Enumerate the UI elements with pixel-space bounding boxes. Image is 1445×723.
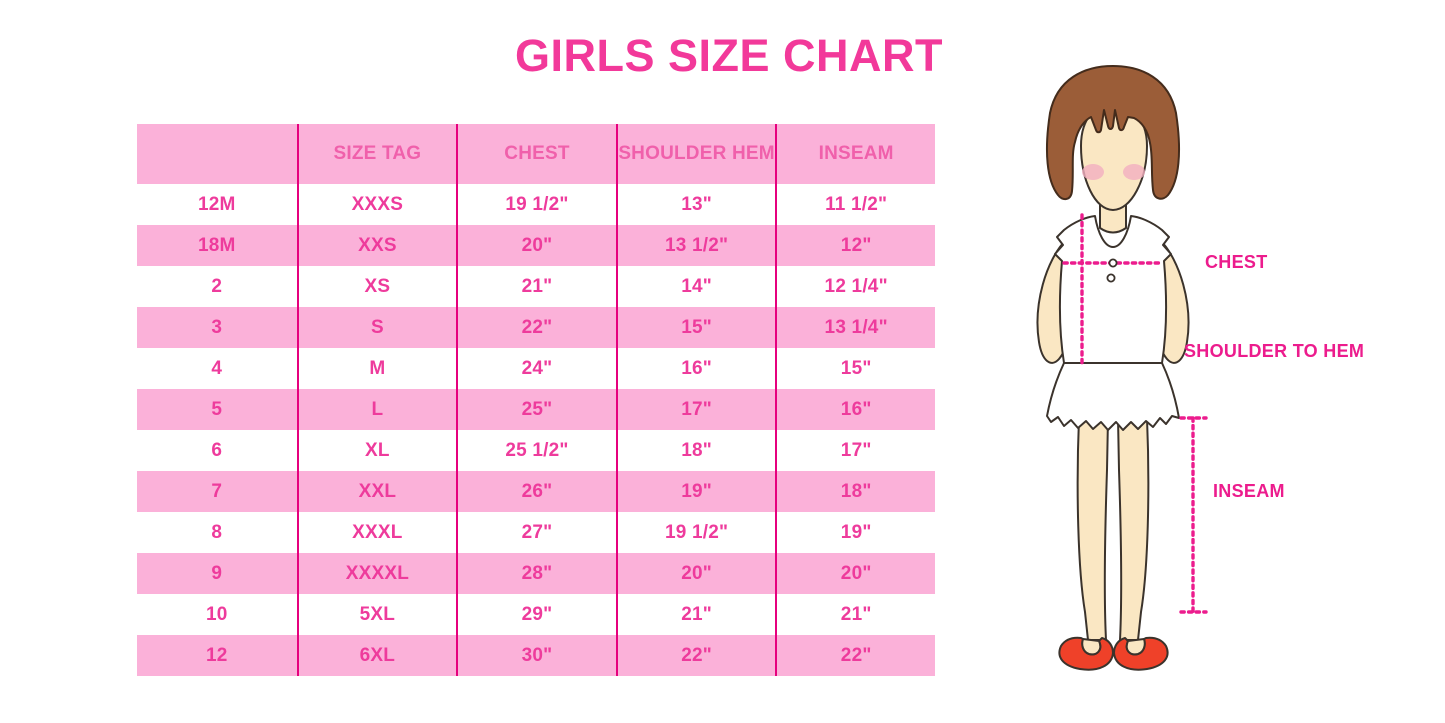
table-cell: 3 — [211, 316, 223, 338]
girl-right-leg — [1117, 417, 1150, 641]
table-cell: XS — [296, 266, 457, 307]
table-cell: 9 — [211, 562, 223, 584]
table-row: 2 XS 21" 14" 12 1/4" — [137, 266, 935, 307]
header-cell: CHEST — [456, 124, 616, 184]
table-cell: 10 — [206, 603, 228, 625]
header-cell: SIZE TAG — [296, 124, 457, 184]
girl-right-blush — [1123, 164, 1145, 180]
table-row: 3 S 22" 15" 13 1/4" — [137, 307, 935, 348]
girl-left-leg — [1076, 417, 1109, 641]
table-cell: 29" — [456, 594, 616, 635]
table-row: 6 XL 25 1/2" 18" 17" — [137, 430, 935, 471]
table-cell: 12M — [198, 193, 236, 215]
table-cell: 25 1/2" — [456, 430, 616, 471]
table-cell: 5 — [211, 398, 223, 420]
girl-hair — [1046, 65, 1180, 201]
girl-left-shoe-instep — [1081, 638, 1102, 656]
table-cell: 20" — [775, 553, 935, 594]
header-cell: SHOULDER HEM — [615, 124, 776, 184]
table-cell: 8 — [211, 521, 223, 543]
girl-right-shoe-instep — [1125, 638, 1146, 656]
table-cell: 25" — [456, 389, 616, 430]
header-cell: INSEAM — [775, 124, 935, 184]
table-row: 12 6XL 30" 22" 22" — [137, 635, 935, 676]
table-cell: 27" — [456, 512, 616, 553]
table-cell: 21" — [456, 266, 616, 307]
table-cell: 2 — [211, 275, 223, 297]
table-cell: 16" — [775, 389, 935, 430]
table-cell: XL — [296, 430, 457, 471]
table-cell: L — [296, 389, 457, 430]
table-cell: 20" — [456, 225, 616, 266]
table-cell: XXL — [296, 471, 457, 512]
table-cell: 28" — [456, 553, 616, 594]
table-row: 10 5XL 29" 21" 21" — [137, 594, 935, 635]
table-cell: 12 — [206, 644, 228, 666]
table-cell: 12 1/4" — [775, 266, 935, 307]
table-cell: 6 — [211, 439, 223, 461]
table-cell: XXXXL — [296, 553, 457, 594]
table-cell: 21" — [615, 594, 776, 635]
table-cell: 7 — [211, 480, 223, 502]
table-cell: XXXL — [296, 512, 457, 553]
table-cell: 13" — [615, 184, 776, 225]
table-cell: 6XL — [296, 635, 457, 676]
inseam-label: INSEAM — [1213, 481, 1285, 501]
table-cell: 4 — [211, 357, 223, 379]
table-row: 7 XXL 26" 19" 18" — [137, 471, 935, 512]
table-cell: M — [296, 348, 457, 389]
table-cell: XXXS — [296, 184, 457, 225]
table-cell: 17" — [615, 389, 776, 430]
table-row: 18M XXS 20" 13 1/2" 12" — [137, 225, 935, 266]
table-cell: 21" — [775, 594, 935, 635]
top-button-1 — [1108, 258, 1118, 268]
table-cell: 17" — [775, 430, 935, 471]
table-cell: 19" — [775, 512, 935, 553]
top-button-2 — [1106, 273, 1116, 283]
table-cell: 15" — [775, 348, 935, 389]
girl-illustration — [1036, 65, 1208, 671]
table-cell: 18M — [198, 234, 236, 256]
table-row: 12M XXXS 19 1/2" 13" 11 1/2" — [137, 184, 935, 225]
girl-skirt — [1046, 362, 1180, 431]
girl-left-blush — [1082, 164, 1104, 180]
shoulder-to-hem-label: SHOULDER TO HEM — [1184, 341, 1365, 361]
table-row: 4 M 24" 16" 15" — [137, 348, 935, 389]
table-cell: 20" — [615, 553, 776, 594]
table-cell: 22" — [456, 307, 616, 348]
table-cell: 13 1/4" — [775, 307, 935, 348]
table-cell: 16" — [615, 348, 776, 389]
table-row: 9 XXXXL 28" 20" 20" — [137, 553, 935, 594]
table-cell: 5XL — [296, 594, 457, 635]
table-header-row: SIZE TAG CHEST SHOULDER HEM INSEAM — [137, 124, 935, 184]
table-cell: 24" — [456, 348, 616, 389]
table-cell: 14" — [615, 266, 776, 307]
table-cell: 13 1/2" — [615, 225, 776, 266]
table-cell: 22" — [615, 635, 776, 676]
table-cell: 19 1/2" — [615, 512, 776, 553]
header-cell — [137, 124, 297, 184]
size-table: SIZE TAG CHEST SHOULDER HEM INSEAM 12M XXXS 19… — [137, 124, 935, 676]
table-cell: S — [296, 307, 457, 348]
table-cell: 11 1/2" — [775, 184, 935, 225]
girl-top — [1054, 215, 1172, 364]
chest-label: CHEST — [1205, 252, 1268, 272]
table-cell: 22" — [775, 635, 935, 676]
table-cell: 18" — [775, 471, 935, 512]
table-cell: 26" — [456, 471, 616, 512]
table-cell: 19 1/2" — [456, 184, 616, 225]
table-cell: 18" — [615, 430, 776, 471]
page-title: GIRLS SIZE CHART — [514, 30, 943, 81]
table-row: 5 L 25" 17" 16" — [137, 389, 935, 430]
table-cell: 19" — [615, 471, 776, 512]
table-row: 8 XXXL 27" 19 1/2" 19" — [137, 512, 935, 553]
table-cell: 15" — [615, 307, 776, 348]
table-cell: 12" — [775, 225, 935, 266]
table-cell: XXS — [296, 225, 457, 266]
table-cell: 30" — [456, 635, 616, 676]
